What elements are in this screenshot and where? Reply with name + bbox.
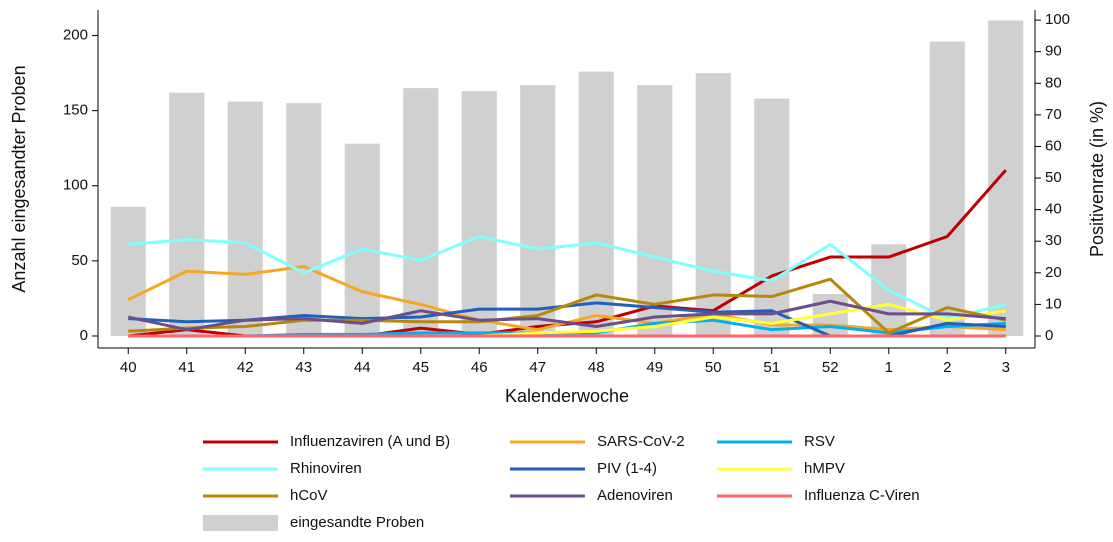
legend-label: hMPV <box>804 460 845 477</box>
legend-label: hCoV <box>290 487 328 504</box>
y2-tick-label: 70 <box>1045 106 1062 123</box>
y-tick-label: 150 <box>63 102 88 119</box>
y2-tick-label: 30 <box>1045 232 1062 249</box>
y2-tick-label: 20 <box>1045 264 1062 281</box>
y2-tick-label: 50 <box>1045 169 1062 186</box>
y2-tick-label: 80 <box>1045 74 1062 91</box>
legend-label: Rhinoviren <box>290 460 362 477</box>
line <box>127 299 1006 332</box>
x-tick-label: 2 <box>943 359 951 376</box>
bar <box>169 92 205 336</box>
bar <box>988 20 1024 336</box>
legend-label: SARS-CoV-2 <box>597 433 685 450</box>
x-tick-label: 49 <box>646 359 663 376</box>
x-tick-label: 40 <box>120 359 137 376</box>
legend-label: eingesandte Proben <box>290 514 424 531</box>
legend-label: Influenzaviren (A und B) <box>290 433 450 450</box>
y-tick-label: 100 <box>63 177 88 194</box>
x-tick-label: 44 <box>354 359 371 376</box>
y2-axis-label: Positivenrate (in %) <box>1087 101 1107 257</box>
y2-tick-label: 100 <box>1045 11 1070 28</box>
bar <box>227 101 263 336</box>
x-tick-label: 3 <box>1002 359 1010 376</box>
x-tick-label: 50 <box>705 359 722 376</box>
x-tick-label: 47 <box>529 359 546 376</box>
x-tick-label: 41 <box>178 359 195 376</box>
bar <box>461 91 497 336</box>
x-tick-label: 42 <box>237 359 254 376</box>
bar <box>578 71 614 336</box>
y-tick-label: 200 <box>63 27 88 44</box>
x-axis-label: Kalenderwoche <box>505 386 629 406</box>
bar <box>110 206 146 336</box>
x-tick-label: 46 <box>471 359 488 376</box>
bar <box>520 85 556 336</box>
bar <box>286 103 322 336</box>
x-tick-label: 51 <box>763 359 780 376</box>
y2-tick-label: 90 <box>1045 43 1062 60</box>
bar <box>344 143 380 336</box>
x-tick-label: 45 <box>412 359 429 376</box>
line <box>128 277 1007 335</box>
bar <box>637 85 673 336</box>
y2-tick-label: 10 <box>1045 295 1062 312</box>
y-axis-label: Anzahl eingesandter Proben <box>9 65 29 292</box>
y2-tick-label: 40 <box>1045 201 1062 218</box>
bar <box>695 73 731 336</box>
x-tick-label: 48 <box>588 359 605 376</box>
bar <box>754 98 790 336</box>
bar <box>403 88 439 336</box>
legend-swatch <box>203 515 278 531</box>
legend-label: PIV (1-4) <box>597 460 657 477</box>
legend-label: RSV <box>804 433 835 450</box>
y-tick-label: 50 <box>71 252 88 269</box>
y-tick-label: 0 <box>80 327 88 344</box>
line <box>128 234 1007 321</box>
x-tick-label: 43 <box>295 359 312 376</box>
legend-label: Adenoviren <box>597 487 673 504</box>
legend-label: Influenza C-Viren <box>804 487 920 504</box>
y2-tick-label: 0 <box>1045 327 1053 344</box>
y2-tick-label: 60 <box>1045 137 1062 154</box>
x-tick-label: 1 <box>885 359 893 376</box>
x-tick-label: 52 <box>822 359 839 376</box>
bar <box>929 41 965 336</box>
